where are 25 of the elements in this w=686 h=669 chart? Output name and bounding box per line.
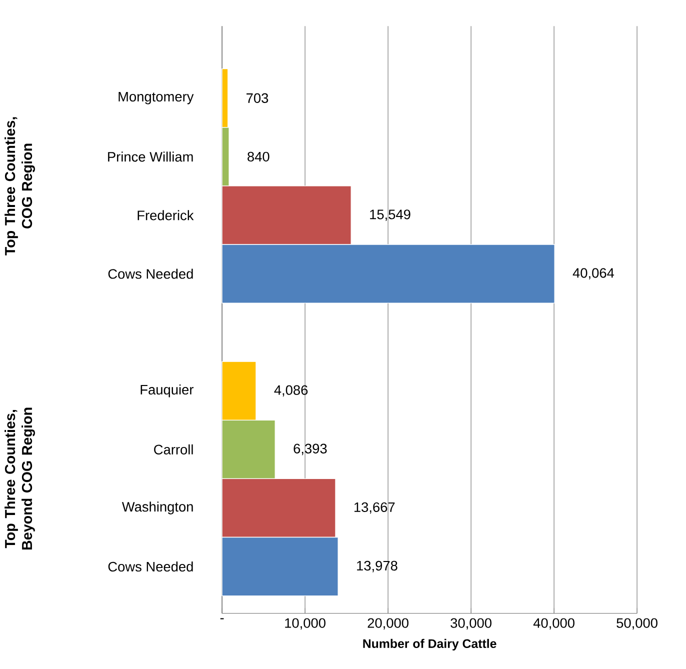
x-tick-label: 10,000 [285,618,326,630]
y-tick-label: Cows Needed [108,268,193,279]
y-tick-label: Fauquier [140,384,194,398]
data-label: 840 [248,152,270,162]
y-tick-label: Washington [122,501,193,514]
text: Top Three Counties, COG Region [4,117,35,256]
data-label: 6,393 [294,444,327,455]
x-tick-label: - [220,618,224,620]
y-tick-label: Mongtomery [118,92,194,104]
y-tick-label: Cows Needed [108,561,193,572]
data-label: 15,549 [370,209,410,221]
x-tick-label: 30,000 [450,618,492,630]
x-tick-label: 40,000 [533,618,574,630]
text: Top Three Counties, Beyond COG Region [4,408,35,550]
y-tick-label: Prince William [108,151,193,162]
data-label: 4,086 [274,384,308,396]
x-tick-label: 20,000 [368,618,408,630]
y-tick-label: Frederick [138,210,194,220]
data-label: 13,667 [354,502,395,514]
data-label: 40,064 [572,268,614,280]
x-axis-title: Number of Dairy Cattle [363,638,496,650]
data-label: 13,978 [357,560,398,572]
y-tick-label: Carroll [154,444,193,454]
data-label: 703 [246,93,268,103]
x-tick-label: 50,000 [616,618,658,630]
